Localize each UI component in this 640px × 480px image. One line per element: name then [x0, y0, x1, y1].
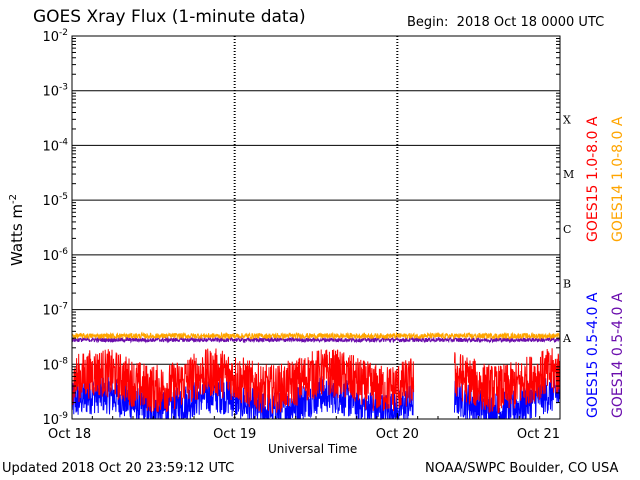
y-tick-label: 10-8	[42, 356, 68, 373]
x-axis-label: Universal Time	[268, 442, 358, 456]
y-tick-label: 10-4	[42, 137, 68, 154]
chart-title: GOES Xray Flux (1-minute data)	[33, 7, 306, 27]
flare-class-label: A	[562, 332, 572, 345]
y-tick-label: 10-5	[42, 192, 68, 209]
legend-goes14-short: GOES14 0.5-4.0 A	[610, 292, 626, 418]
series-line	[71, 335, 561, 344]
begin-label: Begin:	[407, 15, 449, 30]
y-axis-label: Watts m-2	[8, 194, 26, 266]
series-line	[71, 348, 561, 414]
y-tick-label: 10-6	[42, 247, 68, 264]
legend-goes15-short: GOES15 0.5-4.0 A	[585, 292, 601, 418]
flare-class-label: B	[563, 277, 571, 290]
y-axis-label-exp: -2	[8, 193, 19, 204]
y-axis-label-base: Watts m	[8, 203, 26, 266]
x-tick-label: Oct 21	[517, 427, 560, 442]
updated-timestamp: Updated 2018 Oct 20 23:59:12 UTC	[2, 461, 235, 476]
series-line	[71, 331, 561, 341]
y-tick-label: 10-7	[42, 302, 68, 319]
y-tick-label: 10-9	[42, 411, 68, 428]
flare-class-label: X	[563, 113, 571, 126]
x-tick-label: Oct 19	[213, 427, 256, 442]
x-tick-label: Oct 20	[376, 427, 419, 442]
legend-goes15-long: GOES15 1.0-8.0 A	[585, 116, 601, 242]
y-tick-label: 10-3	[42, 83, 68, 100]
begin-value: 2018 Oct 18 0000 UTC	[456, 15, 605, 30]
flare-class-label: M	[563, 168, 574, 181]
credit-line: NOAA/SWPC Boulder, CO USA	[425, 461, 619, 476]
x-tick-label: Oct 18	[48, 427, 91, 442]
legend-goes14-long: GOES14 1.0-8.0 A	[610, 116, 626, 242]
begin-date: Begin: 2018 Oct 18 0000 UTC	[407, 15, 604, 30]
flare-class-label: C	[563, 223, 571, 236]
y-tick-label: 10-2	[42, 28, 68, 45]
